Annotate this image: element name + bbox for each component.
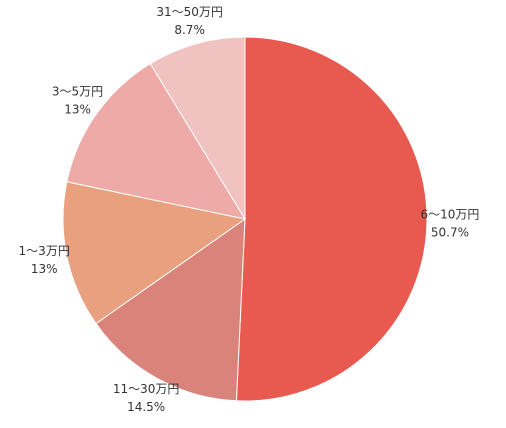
slice-value-label: 50.7% [431, 225, 469, 239]
slice-label: 31〜50万円 [156, 5, 223, 19]
slice-label: 3〜5万円 [52, 84, 103, 98]
slice-label: 6〜10万円 [420, 207, 479, 221]
pie-slice [62, 181, 247, 325]
pie-slice [66, 62, 247, 220]
slice-value-label: 13% [31, 262, 58, 276]
slice-label: 11〜30万円 [113, 382, 180, 396]
slice-value-label: 14.5% [127, 400, 165, 414]
pie-slice [95, 218, 246, 402]
pie-slice [149, 36, 246, 221]
slice-value-label: 8.7% [174, 23, 205, 37]
slice-value-label: 13% [64, 102, 91, 116]
pie-slice [235, 36, 428, 402]
slice-label: 1〜3万円 [19, 244, 70, 258]
